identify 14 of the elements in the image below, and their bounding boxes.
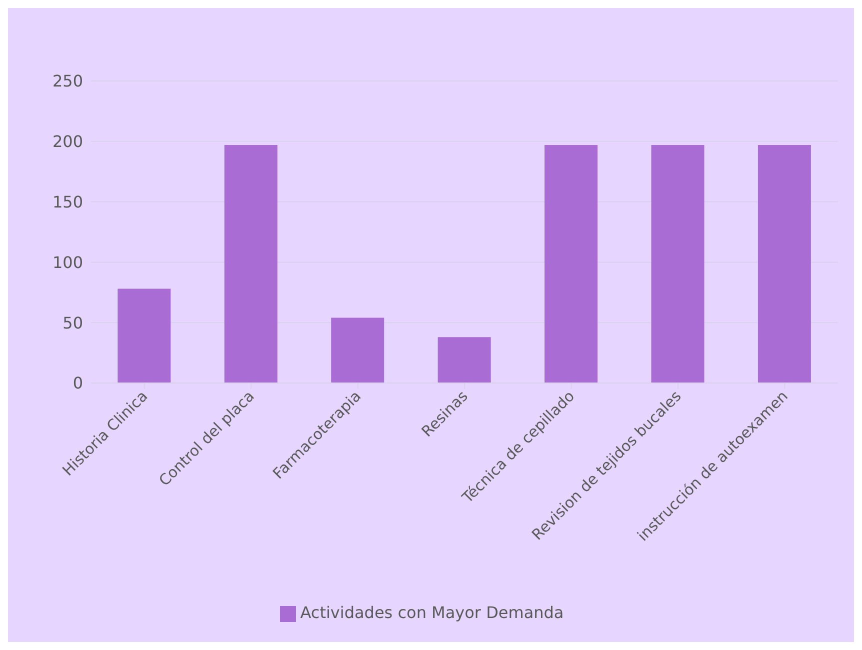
bar: [118, 288, 171, 383]
bar: [758, 145, 811, 383]
bar: [331, 318, 384, 383]
bar: [438, 337, 491, 383]
y-tick-label: 50: [62, 313, 83, 332]
bar: [651, 145, 704, 383]
y-tick-label: 200: [52, 132, 83, 152]
y-tick-label: 100: [52, 252, 83, 272]
y-tick-label: 0: [72, 374, 83, 393]
y-tick-label: 150: [52, 192, 83, 212]
legend-label: Actividades con Mayor Demanda: [300, 603, 564, 622]
y-tick-label: 250: [52, 72, 83, 91]
bar: [544, 145, 598, 383]
bar: [224, 145, 278, 383]
